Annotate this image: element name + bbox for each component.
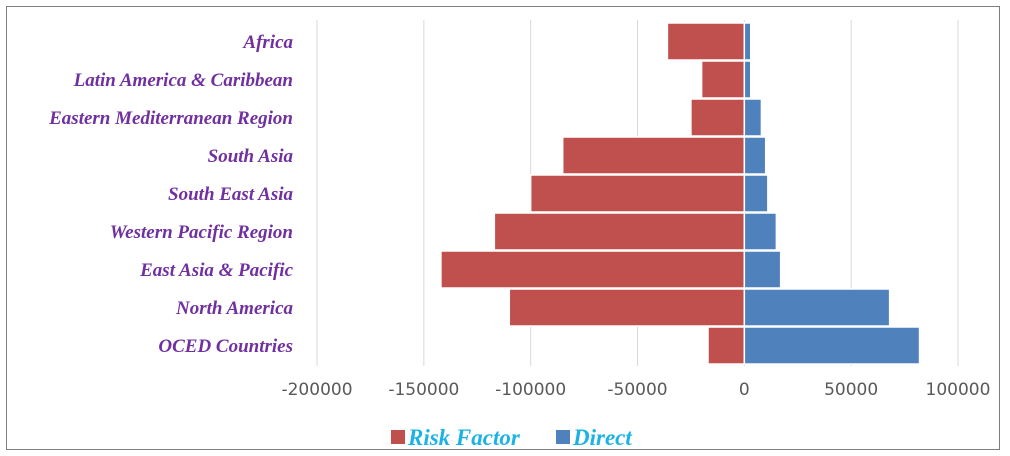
bar-direct [743,326,921,365]
bar-risk-factor [700,60,746,99]
category-label: North America [175,298,293,319]
x-tick-label: -50000 [607,380,667,400]
category-label: Eastern Mediterranean Region [48,108,293,129]
x-tick-label: -200000 [281,380,352,400]
legend-label: Direct [572,425,632,450]
bar-risk-factor [493,212,746,251]
bar-direct [743,174,769,213]
category-label: Africa [242,32,293,53]
bar-direct [743,212,778,251]
bar-direct [743,98,763,137]
bar-risk-factor [707,326,746,365]
legend-swatch [556,430,570,444]
bar-direct [743,60,752,99]
bar-risk-factor [666,22,746,61]
legend-swatch [391,430,405,444]
category-label: South East Asia [168,184,293,205]
bar-risk-factor [508,288,746,327]
category-label: OCED Countries [158,336,293,357]
bar-direct [743,136,767,175]
bar-risk-factor [529,174,746,213]
category-label: Latin America & Caribbean [73,70,293,91]
category-label: South Asia [208,146,294,167]
category-label: East Asia & Pacific [139,260,293,281]
x-tick-label: 50000 [824,380,878,400]
bar-direct [743,288,891,327]
bar-risk-factor [561,136,746,175]
x-tick-label: 100000 [926,380,991,400]
category-label: Western Pacific Region [110,222,293,243]
bar-direct [743,250,782,289]
bar-risk-factor [690,98,746,137]
legend-label: Risk Factor [407,425,521,450]
x-tick-labels: -200000 -150000 -100000 -50000 0 50000 100000 [281,380,990,400]
x-tick-label: -150000 [388,380,459,400]
bars [440,22,921,365]
bar-direct [743,22,752,61]
x-tick-label: -100000 [495,380,566,400]
bar-risk-factor [440,250,746,289]
legend: Risk Factor Direct [391,425,632,450]
category-labels: Africa Latin America & Caribbean Eastern M… [48,32,293,357]
x-tick-label: 0 [739,380,750,400]
